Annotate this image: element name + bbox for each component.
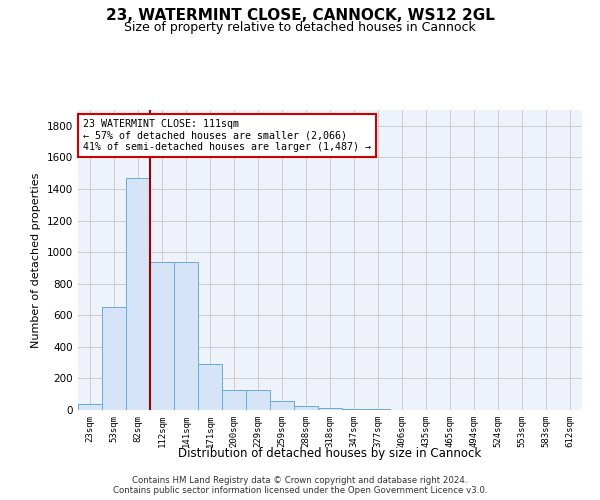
Bar: [198, 364, 222, 410]
Bar: [246, 390, 270, 410]
Bar: [222, 390, 246, 410]
Text: Distribution of detached houses by size in Cannock: Distribution of detached houses by size …: [178, 448, 482, 460]
Bar: [102, 308, 126, 410]
Bar: [174, 262, 198, 410]
Text: Contains HM Land Registry data © Crown copyright and database right 2024.
Contai: Contains HM Land Registry data © Crown c…: [113, 476, 487, 495]
Bar: [270, 400, 294, 410]
Bar: [366, 409, 390, 410]
Y-axis label: Number of detached properties: Number of detached properties: [31, 172, 41, 348]
Bar: [126, 178, 150, 410]
Text: 23 WATERMINT CLOSE: 111sqm
← 57% of detached houses are smaller (2,066)
41% of s: 23 WATERMINT CLOSE: 111sqm ← 57% of deta…: [83, 119, 371, 152]
Bar: [78, 404, 102, 410]
Text: 23, WATERMINT CLOSE, CANNOCK, WS12 2GL: 23, WATERMINT CLOSE, CANNOCK, WS12 2GL: [106, 8, 494, 22]
Text: Size of property relative to detached houses in Cannock: Size of property relative to detached ho…: [124, 21, 476, 34]
Bar: [318, 408, 342, 410]
Bar: [150, 262, 174, 410]
Bar: [342, 409, 366, 410]
Bar: [294, 406, 318, 410]
